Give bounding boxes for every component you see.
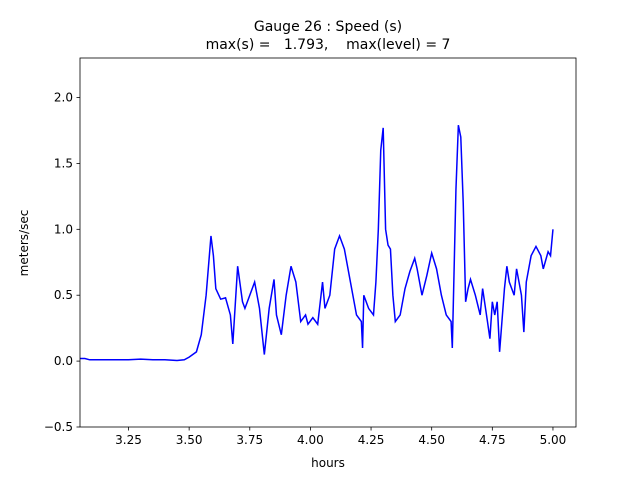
x-tick-label: 4.00: [297, 433, 324, 447]
y-tick-label: 1.0: [54, 222, 73, 236]
plot-frame: [79, 57, 577, 428]
x-tick-label: 3.25: [115, 433, 142, 447]
y-tick-label: 1.5: [54, 156, 73, 170]
x-tick-label: 3.50: [176, 433, 203, 447]
x-tick-label: 4.75: [479, 433, 506, 447]
y-axis-label: meters/sec: [17, 210, 31, 277]
y-tick-label: 2.0: [54, 91, 73, 105]
x-axis-label: hours: [311, 456, 345, 470]
y-tick-label: 0.5: [54, 288, 73, 302]
x-tick-label: 5.00: [540, 433, 567, 447]
chart-title: Gauge 26 : Speed (s): [254, 19, 402, 35]
chart-subtitle: max(s) = 1.793, max(level) = 7: [206, 37, 451, 53]
y-tick-label: −0.5: [44, 420, 73, 434]
y-tick-label: 0.0: [54, 354, 73, 368]
x-tick-label: 3.75: [236, 433, 263, 447]
x-tick-label: 4.50: [418, 433, 445, 447]
data-line: [80, 125, 554, 362]
x-tick-label: 4.25: [358, 433, 385, 447]
